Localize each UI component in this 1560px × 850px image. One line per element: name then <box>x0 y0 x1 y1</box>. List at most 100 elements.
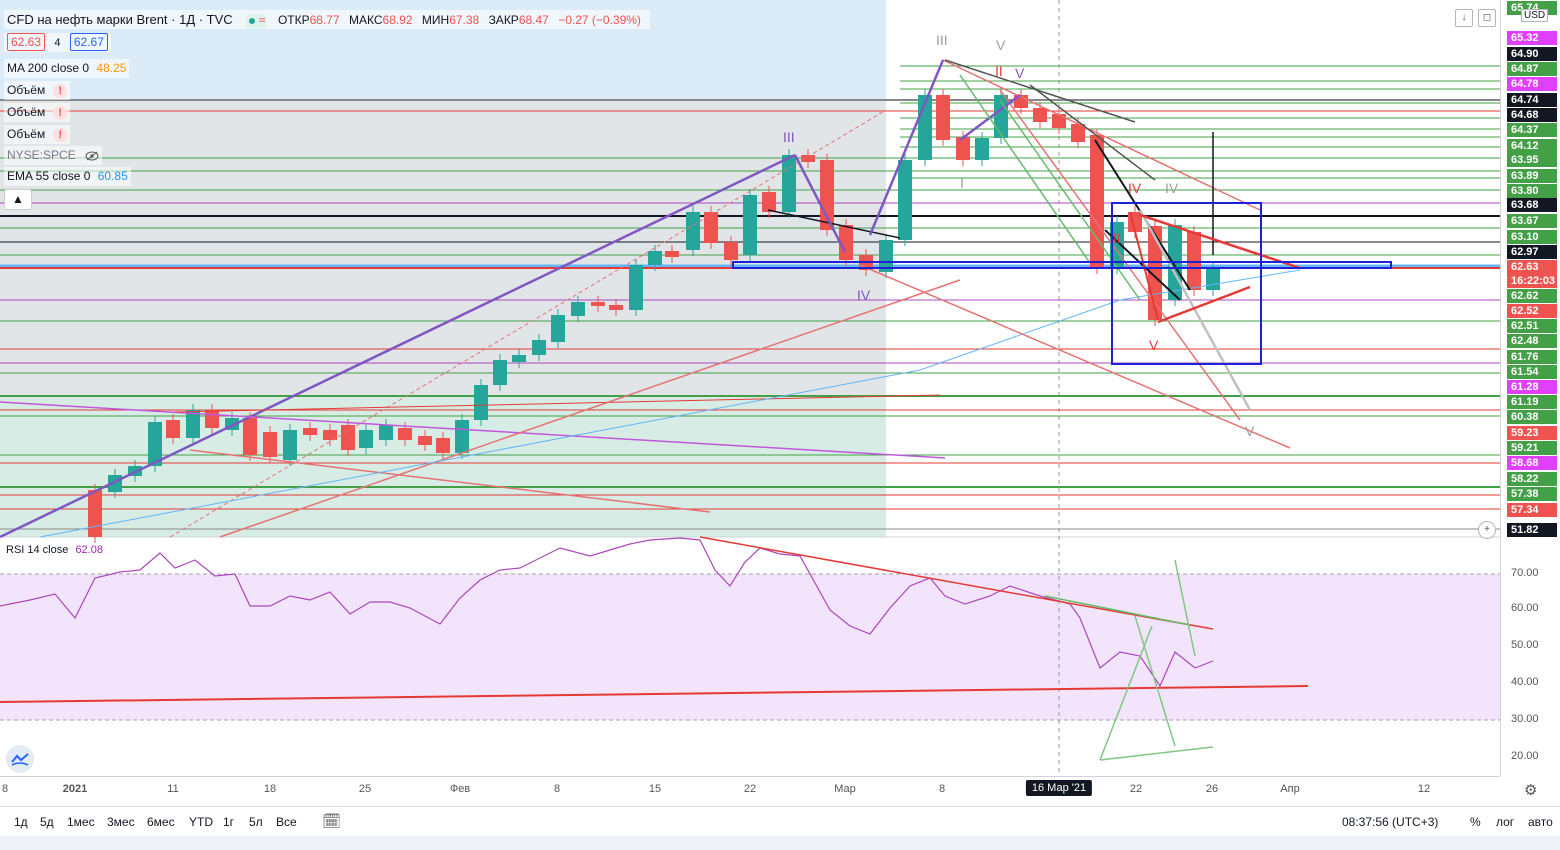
gear-icon[interactable]: ⚙ <box>1524 782 1538 799</box>
ema55-legend[interactable]: EMA 55 close 0 60.85 <box>4 167 131 186</box>
bottom-toolbar: 1д 5д 1мес 3мес 6мес YTD 1г 5л Все 🗓 08:37:56 (U… <box>0 806 1560 837</box>
wave-label: II <box>995 63 1003 79</box>
bear-candle <box>1033 108 1047 122</box>
wave-label: V <box>996 37 1006 53</box>
high-value: 68.92 <box>382 13 413 27</box>
collapse-legend-button[interactable]: ▲ <box>4 189 32 210</box>
ohlc-values: ОТКР68.77 МАКС68.92 МИН67.38 ЗАКР68.47 −… <box>278 13 647 27</box>
bid-price[interactable]: 62.63 <box>7 33 46 51</box>
wave-label: IV <box>1165 180 1179 196</box>
range-button-3[interactable]: 3мес <box>107 815 135 829</box>
price-label: 63.68 <box>1507 198 1557 212</box>
price-label: 60.38 <box>1507 410 1557 424</box>
spce-legend[interactable]: NYSE:SPCE <box>4 146 103 165</box>
range-button-0[interactable]: 1д <box>14 815 28 829</box>
time-axis[interactable]: 8 2021 11 18 25 Фев 8 15 22 Мар 8 22 26 Апр 12 16 Мар '… <box>0 776 1500 802</box>
bull-candle <box>1206 268 1220 290</box>
rsi-green-line <box>1174 559 1196 657</box>
bear-candle <box>341 425 355 450</box>
range-button-2[interactable]: 1мес <box>67 815 95 829</box>
low-value: 67.38 <box>449 13 480 27</box>
bull-candle <box>879 240 893 272</box>
price-label: 16:22:03 <box>1507 274 1557 288</box>
range-button-7[interactable]: 5л <box>249 815 263 829</box>
bull-candle <box>551 315 565 342</box>
range-button-5[interactable]: YTD <box>189 815 213 829</box>
bear-candle <box>1090 135 1104 268</box>
red-trend-line <box>174 394 941 413</box>
eye-hidden-icon[interactable] <box>85 151 99 161</box>
price-label: 64.74 <box>1507 93 1557 107</box>
rsi-tick-label: 50.00 <box>1511 639 1539 651</box>
bull-candle <box>148 422 162 466</box>
bear-candle <box>762 192 776 212</box>
dark-trend-line <box>1029 84 1156 181</box>
range-button-6[interactable]: 1г <box>223 815 235 829</box>
wave-label: V <box>1245 423 1255 439</box>
ask-price[interactable]: 62.67 <box>69 33 108 51</box>
tradingview-logo[interactable] <box>6 745 34 773</box>
bull-candle <box>629 265 643 310</box>
bear-candle <box>609 305 623 310</box>
auto-button[interactable]: авто <box>1528 815 1553 829</box>
currency-label[interactable]: USD <box>1521 9 1549 22</box>
calendar-icon[interactable]: 🗓 <box>322 813 342 830</box>
red-wedge-line <box>1129 211 1159 321</box>
rsi-line <box>0 537 1214 688</box>
time-label: 18 <box>263 783 277 795</box>
price-label: 57.34 <box>1507 503 1557 517</box>
bull-candle <box>975 138 989 160</box>
ema-line <box>39 369 921 538</box>
red-trend-line <box>859 264 1291 449</box>
range-button-4[interactable]: 6мес <box>147 815 175 829</box>
scroll-down-icon[interactable]: ↓ <box>1455 9 1473 27</box>
bull-candle <box>898 160 912 240</box>
warning-icon[interactable]: ! <box>53 106 68 120</box>
volume-legend-3[interactable]: Объём! <box>4 125 71 144</box>
spread: 4 <box>54 37 61 49</box>
red-trend-line <box>189 449 711 513</box>
time-label: 22 <box>1129 783 1143 795</box>
price-label: 61.28 <box>1507 380 1557 394</box>
logo-icon <box>11 753 29 766</box>
bear-candle <box>166 420 180 438</box>
ma200-legend[interactable]: MA 200 close 0 48.25 <box>4 59 130 78</box>
range-button-8[interactable]: Все <box>276 815 297 829</box>
high-label: МАКС <box>348 13 383 27</box>
data-status-icon[interactable] <box>246 11 267 30</box>
bull-candle <box>532 340 546 355</box>
restore-icon[interactable]: ◻ <box>1478 9 1496 27</box>
add-plus-icon[interactable]: + <box>1478 521 1496 539</box>
percent-button[interactable]: % <box>1470 815 1481 829</box>
log-button[interactable]: лог <box>1496 815 1515 829</box>
rsi-label: RSI 14 close <box>6 544 69 556</box>
black-trend-line <box>1104 229 1181 301</box>
volume-label: Объём <box>7 105 46 119</box>
price-label: 64.87 <box>1507 62 1557 76</box>
warning-icon[interactable]: ! <box>53 128 68 142</box>
bull-candle <box>283 430 297 460</box>
rsi-legend[interactable]: RSI 14 close 62.08 <box>6 544 103 556</box>
wave-label: I <box>960 175 964 191</box>
bear-candle <box>936 95 950 140</box>
symbol-title[interactable]: CFD на нефть марки Brent · 1Д · TVC <box>7 12 233 27</box>
horizontal-zone-box <box>732 261 1392 269</box>
volume-legend-2[interactable]: Объём! <box>4 103 71 122</box>
price-label: 63.80 <box>1507 184 1557 198</box>
bull-candle <box>743 195 757 255</box>
chart-area[interactable]: III V III II V IV IV IV I II V V <box>0 0 1500 776</box>
symbol-title-row[interactable]: CFD на нефть марки Brent · 1Д · TVC ОТКР… <box>4 10 650 30</box>
volume-legend-1[interactable]: Объём! <box>4 81 71 100</box>
bear-candle <box>591 302 605 306</box>
bear-candle <box>263 432 277 457</box>
clock-display[interactable]: 08:37:56 (UTC+3) <box>1342 815 1439 829</box>
price-label: 65.32 <box>1507 31 1557 45</box>
warning-icon[interactable]: ! <box>53 84 68 98</box>
spce-label: NYSE:SPCE <box>7 148 76 162</box>
bull-candle <box>359 430 373 448</box>
time-label: 11 <box>167 783 179 795</box>
price-axis[interactable]: 65.74 65.32 64.90 64.87 64.78 64.74 64.68 64.37… <box>1500 0 1560 776</box>
bear-candle <box>88 490 102 537</box>
range-button-1[interactable]: 5д <box>40 815 54 829</box>
